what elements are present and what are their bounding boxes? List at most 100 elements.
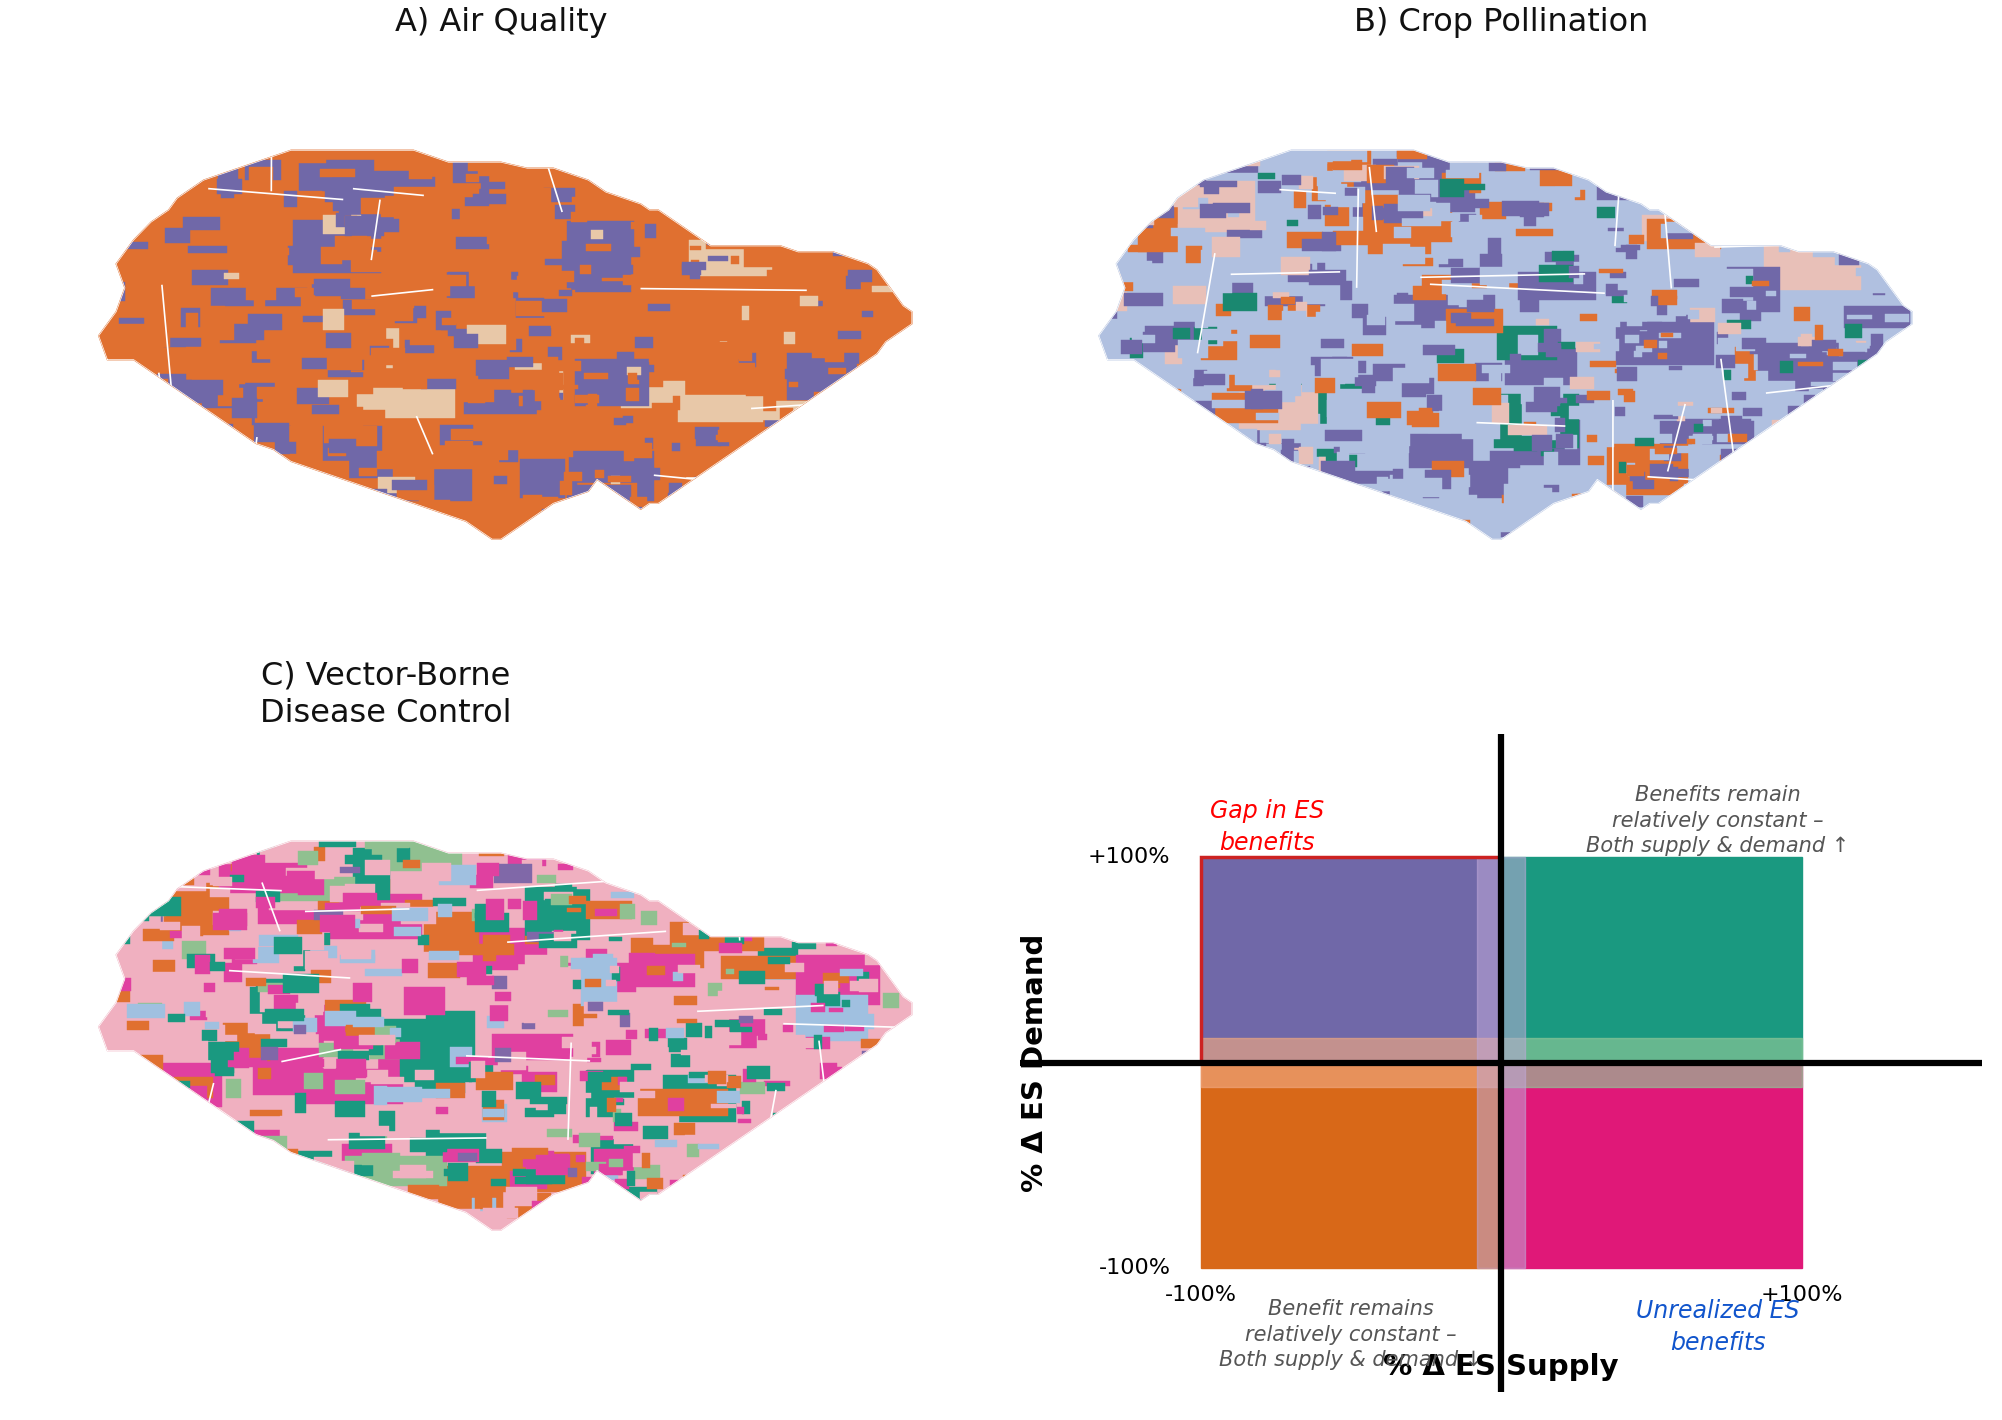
Bar: [1383, 480, 1407, 490]
Bar: [1592, 209, 1640, 237]
Bar: [615, 1098, 679, 1145]
Bar: [1339, 444, 1373, 453]
Bar: [256, 402, 288, 417]
Bar: [164, 852, 202, 872]
Bar: [188, 954, 214, 968]
Bar: [847, 513, 869, 525]
Bar: [1524, 210, 1536, 226]
Bar: [739, 1122, 763, 1133]
Bar: [296, 288, 314, 297]
Bar: [1624, 392, 1636, 402]
Bar: [182, 381, 196, 398]
Bar: [364, 859, 390, 875]
Bar: [733, 348, 805, 392]
Bar: [1790, 160, 1802, 165]
Bar: [122, 277, 180, 312]
Bar: [1179, 224, 1269, 275]
Bar: [344, 317, 364, 329]
Bar: [1764, 393, 1780, 399]
Bar: [368, 1045, 382, 1055]
Bar: [703, 287, 769, 310]
Bar: [1756, 356, 1842, 382]
Bar: [603, 1187, 657, 1218]
Bar: [184, 1127, 196, 1139]
Bar: [456, 237, 488, 250]
Bar: [1463, 128, 1530, 166]
Bar: [1407, 412, 1433, 425]
Bar: [1171, 229, 1205, 236]
Bar: [460, 186, 478, 197]
Bar: [134, 490, 174, 497]
Bar: [444, 1169, 456, 1176]
Bar: [230, 500, 248, 508]
Bar: [440, 260, 474, 270]
Bar: [1345, 513, 1383, 530]
Bar: [1502, 1038, 1802, 1088]
Bar: [841, 1206, 857, 1210]
Bar: [1145, 442, 1179, 454]
Bar: [168, 1014, 184, 1022]
Bar: [865, 876, 873, 886]
Bar: [110, 392, 142, 409]
Bar: [336, 1079, 364, 1093]
Bar: [505, 189, 527, 207]
Bar: [875, 1160, 889, 1164]
Bar: [424, 197, 436, 212]
Bar: [250, 1136, 286, 1157]
Bar: [779, 1196, 789, 1201]
Bar: [492, 977, 507, 990]
Bar: [1886, 314, 1910, 322]
Bar: [1197, 337, 1223, 346]
Bar: [727, 172, 743, 175]
Bar: [296, 1152, 332, 1167]
Bar: [1157, 525, 1177, 532]
Bar: [847, 295, 921, 339]
Bar: [168, 1162, 206, 1180]
Bar: [1688, 310, 1700, 320]
Bar: [344, 893, 376, 903]
Bar: [1848, 355, 1858, 364]
Bar: [186, 348, 224, 361]
Bar: [472, 909, 494, 920]
Bar: [687, 1024, 703, 1037]
Bar: [470, 895, 484, 906]
Bar: [310, 321, 338, 328]
Bar: [615, 1113, 631, 1126]
Bar: [196, 956, 210, 974]
Bar: [1107, 477, 1165, 514]
Bar: [833, 870, 889, 890]
Text: Benefit remains
relatively constant –
Both supply & demand ↓: Benefit remains relatively constant – Bo…: [1219, 1299, 1481, 1370]
Bar: [1459, 297, 1479, 307]
Bar: [126, 391, 150, 408]
Bar: [160, 922, 180, 930]
Bar: [767, 835, 817, 858]
Bar: [1189, 443, 1217, 460]
Bar: [344, 216, 356, 226]
Bar: [707, 523, 733, 532]
Bar: [1584, 520, 1604, 531]
Bar: [344, 885, 374, 902]
Bar: [537, 1154, 571, 1176]
Bar: [621, 379, 629, 385]
Bar: [739, 192, 747, 207]
Bar: [761, 883, 829, 902]
Polygon shape: [1099, 151, 1912, 540]
Bar: [815, 1035, 823, 1049]
Bar: [555, 437, 569, 443]
Bar: [206, 1010, 218, 1017]
Bar: [1694, 435, 1712, 443]
Bar: [731, 1027, 753, 1032]
Bar: [1798, 469, 1812, 476]
Bar: [392, 469, 420, 486]
Bar: [1415, 180, 1437, 197]
Bar: [1491, 402, 1510, 423]
Bar: [1722, 416, 1742, 420]
Bar: [218, 388, 242, 406]
Bar: [1650, 504, 1666, 514]
Bar: [705, 980, 801, 1018]
Bar: [370, 348, 404, 365]
Bar: [767, 291, 791, 302]
Text: -100%: -100%: [1165, 1285, 1237, 1305]
Bar: [549, 1102, 567, 1115]
Bar: [404, 195, 440, 212]
